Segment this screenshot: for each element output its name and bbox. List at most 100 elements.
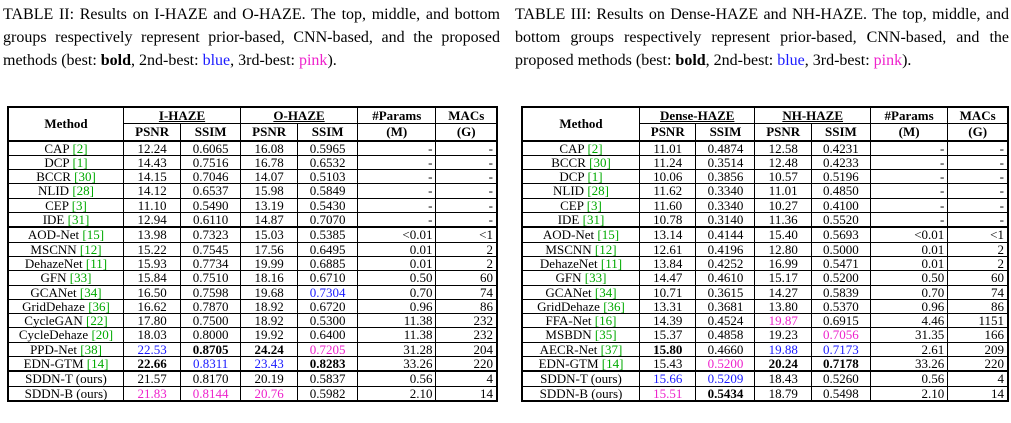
psnr2-cell: 20.19	[240, 370, 299, 387]
citation-link[interactable]: [34]	[79, 284, 102, 300]
citation-link[interactable]: [22]	[86, 313, 108, 329]
macs-cell: 60	[947, 270, 1009, 286]
citation-link[interactable]: [31]	[582, 212, 605, 228]
params-cell: -	[357, 139, 437, 156]
method-name: CycleGAN	[24, 313, 83, 329]
ssim2-cell: 0.7056	[810, 327, 871, 343]
psnr1-cell: 11.60	[638, 197, 697, 214]
table3-panel: TABLE III: Results on Dense-HAZE and NH-…	[515, 0, 1009, 402]
citation-link[interactable]: [20]	[91, 327, 114, 343]
params-cell: -	[869, 169, 949, 185]
table-row: IDE [31] 10.78 0.3140 11.36 0.5520- -	[521, 212, 1009, 228]
table-row: MSBDN [35] 15.37 0.4858 19.23 0.7056 31.35 166	[521, 327, 1009, 343]
ssim1-cell: 0.8000	[180, 327, 242, 343]
method-name: BCCR	[551, 154, 586, 170]
ssim2-cell: 0.5300	[297, 313, 359, 329]
ssim2-cell: 0.6885	[297, 255, 359, 272]
citation-link[interactable]: [3]	[71, 197, 87, 213]
citation-link[interactable]: [11]	[600, 255, 623, 271]
psnr1-cell: 11.10	[122, 197, 182, 214]
method-cell: GridDehaze [36]	[7, 298, 124, 315]
citation-link[interactable]: [33]	[69, 270, 92, 286]
psnr1-cell: 13.14	[638, 226, 697, 243]
citation-link[interactable]: [3]	[586, 197, 602, 213]
psnr2-header: PSNR	[754, 123, 812, 142]
caption-part: ).	[902, 52, 912, 69]
method-cell: IDE [31]	[7, 212, 124, 228]
params-cell: 31.28	[357, 341, 437, 358]
table-row: NLID [28] 11.62 0.3340 11.01 0.4850- -	[521, 183, 1009, 199]
citation-link[interactable]: [1]	[587, 169, 603, 185]
psnr1-cell: 12.61	[638, 241, 697, 257]
citation-link[interactable]: [30]	[74, 169, 96, 185]
psnr2-cell: 17.56	[240, 241, 299, 257]
citation-link[interactable]: [33]	[584, 270, 607, 286]
params-cell: -	[869, 212, 949, 228]
citation-link[interactable]: [30]	[589, 154, 611, 170]
macs-cell: <1	[435, 226, 498, 243]
table-row: GFN [33] 15.84 0.7510 18.16 0.6710 0.50 60	[7, 270, 498, 286]
citation-link[interactable]: [1]	[72, 154, 88, 170]
citation-link[interactable]: [12]	[594, 241, 617, 257]
caption-part: TABLE III: Results on Dense-HAZE and NH-…	[515, 6, 1009, 69]
macs-cell: -	[435, 212, 498, 228]
citation-link[interactable]: [28]	[587, 183, 609, 199]
table2-body: CAP [2] 12.24 0.6065 16.08 0.5965- - DCP [1] 14…	[7, 139, 498, 402]
ssim2-cell: 0.5965	[297, 139, 359, 156]
ssim2-cell: 0.5370	[810, 298, 871, 315]
params-cell: -	[357, 169, 437, 185]
citation-link[interactable]: [15]	[597, 227, 620, 243]
ssim1-cell: 0.3856	[695, 169, 756, 185]
table-row: GridDehaze [36] 16.62 0.7870 18.92 0.6720 0.9…	[7, 298, 498, 315]
macs-cell: 14	[435, 385, 498, 402]
table-row: NLID [28] 14.12 0.6537 15.98 0.5849- -	[7, 183, 498, 199]
citation-link[interactable]: [34]	[594, 284, 617, 300]
citation-link[interactable]: [11]	[85, 255, 108, 271]
table-row: CEP [3] 11.10 0.5490 13.19 0.5430- -	[7, 197, 498, 214]
ssim1-cell: 0.8144	[180, 385, 242, 402]
method-name: GFN	[555, 270, 582, 286]
psnr1-cell: 11.24	[638, 154, 697, 171]
psnr2-cell: 14.87	[240, 212, 299, 228]
macs-cell: -	[947, 212, 1009, 228]
citation-link[interactable]: [38]	[80, 341, 102, 357]
table3: Method Dense-HAZE NH-HAZE #Params MACs P…	[521, 106, 1009, 402]
ssim1-cell: 0.3340	[695, 183, 756, 199]
citation-link[interactable]: [2]	[587, 140, 603, 156]
method-cell: NLID [28]	[7, 183, 124, 199]
psnr2-cell: 11.36	[754, 212, 812, 228]
psnr2-cell: 16.08	[240, 139, 299, 156]
psnr2-cell: 15.40	[754, 226, 812, 243]
method-name: SDDN-T (ours)	[25, 371, 107, 387]
citation-link[interactable]: [15]	[82, 227, 105, 243]
ssim2-cell: 0.6495	[297, 241, 359, 257]
psnr1-cell: 15.84	[122, 270, 182, 286]
citation-link[interactable]: [36]	[603, 298, 625, 314]
psnr2-cell: 20.76	[240, 385, 299, 402]
psnr2-cell: 13.19	[240, 197, 299, 214]
citation-link[interactable]: [12]	[79, 241, 102, 257]
citation-link[interactable]: [36]	[88, 298, 110, 314]
psnr1-cell: 14.43	[122, 154, 182, 171]
citation-link[interactable]: [31]	[67, 212, 90, 228]
citation-link[interactable]: [28]	[72, 183, 94, 199]
ssim2-cell: 0.8283	[297, 356, 359, 372]
citation-link[interactable]: [2]	[72, 140, 88, 156]
psnr2-cell: 19.68	[240, 284, 299, 300]
citation-link[interactable]: [14]	[601, 356, 624, 372]
table-row: DehazeNet [11] 15.93 0.7734 19.99 0.6885 0.01…	[7, 255, 498, 272]
ssim2-cell: 0.5982	[297, 385, 359, 402]
macs-cell: 204	[435, 341, 498, 358]
params-cell: 0.50	[869, 270, 949, 286]
caption-part: ).	[327, 52, 337, 69]
table-row: GridDehaze [36] 13.31 0.3681 13.80 0.5370 0.9…	[521, 298, 1009, 315]
citation-link[interactable]: [37]	[600, 341, 623, 357]
params-cell: 11.38	[357, 327, 437, 343]
citation-link[interactable]: [35]	[594, 327, 617, 343]
method-name: AOD-Net	[542, 227, 595, 243]
table-row: SDDN-B (ours) 15.51 0.5434 18.79 0.5498 2.10 1…	[521, 385, 1009, 402]
ssim1-cell: 0.4196	[695, 241, 756, 257]
citation-link[interactable]: [14]	[86, 356, 109, 372]
citation-link[interactable]: [16]	[594, 313, 617, 329]
psnr2-cell: 12.80	[754, 241, 812, 257]
